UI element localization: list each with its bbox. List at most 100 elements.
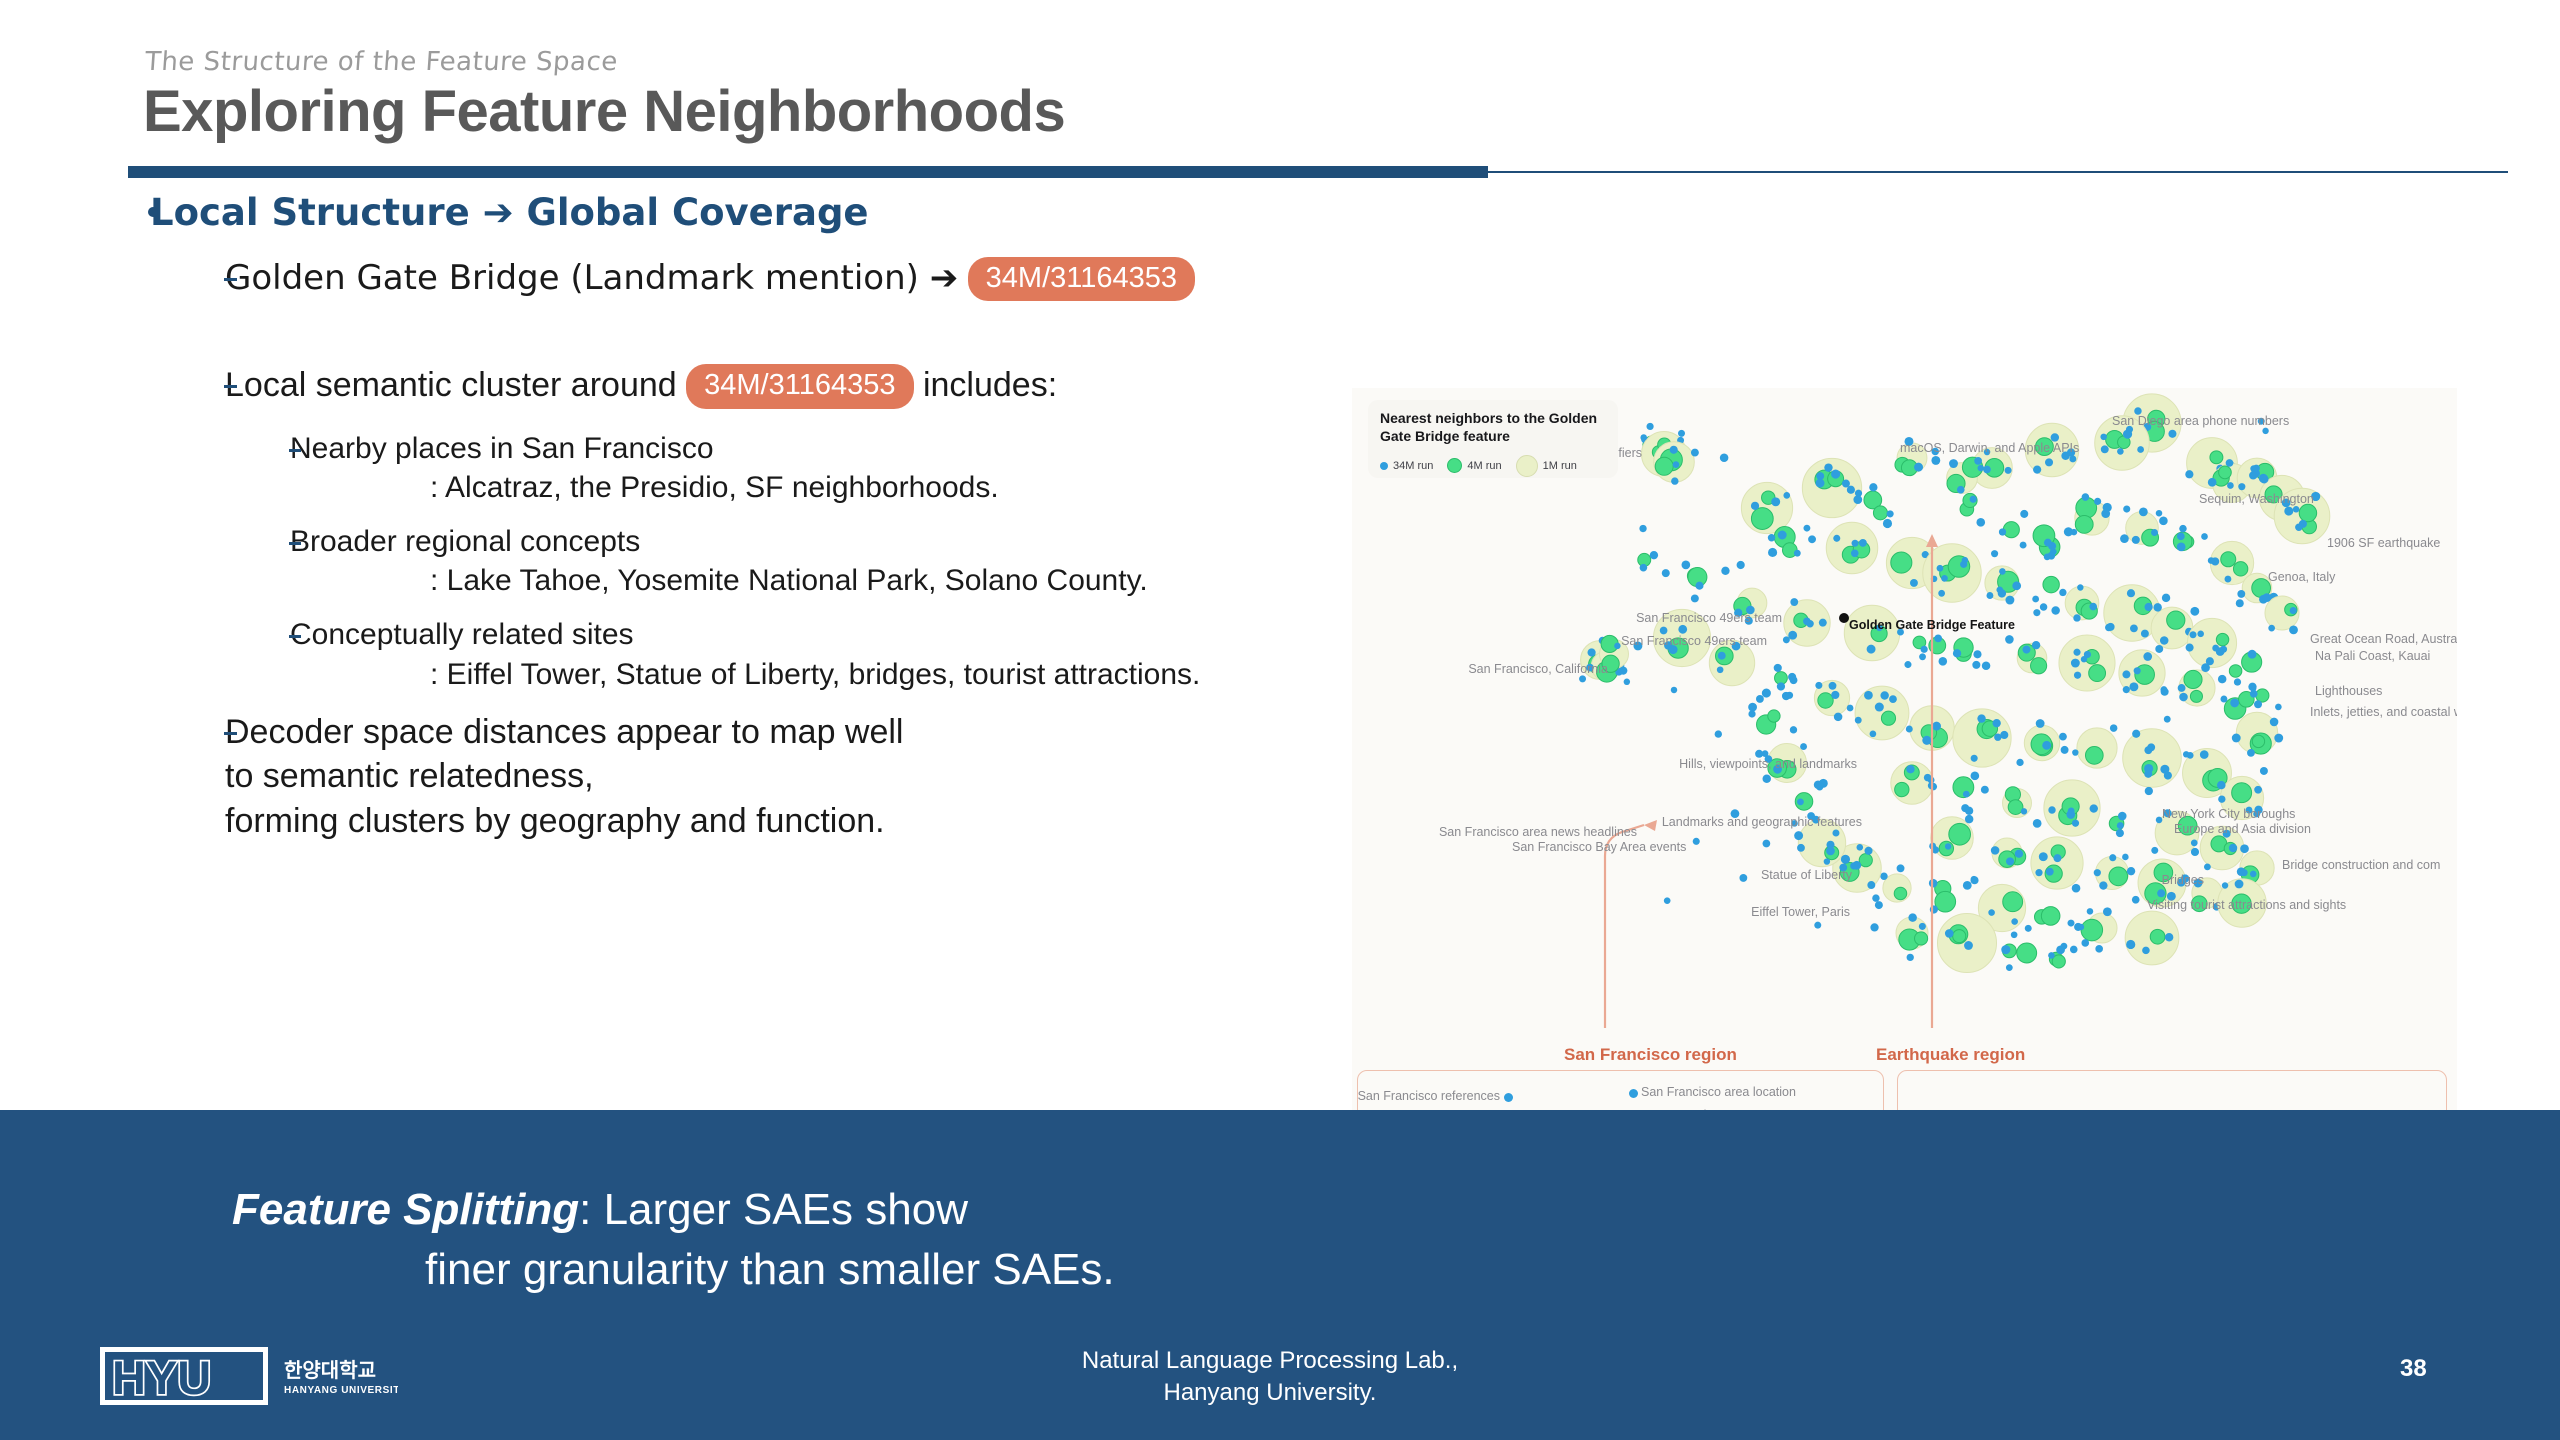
point-34m-run (2157, 889, 2166, 898)
point-4m-run (2144, 882, 2167, 905)
point-34m-run (2230, 698, 2240, 708)
scatter-label: macOS, Darwin, and Apple APIs (1900, 441, 2080, 455)
scatter-label: San Francisco Bay Area events (1512, 840, 1687, 854)
point-34m-run (1880, 872, 1888, 880)
point-34m-run (2177, 684, 2186, 692)
point-34m-run (2001, 945, 2011, 955)
point-4m-run (2215, 632, 2230, 647)
point-34m-run (2166, 891, 2176, 901)
scatter-label: Hills, viewpoints, and landmarks (1679, 757, 1857, 771)
point-34m-run (2237, 589, 2246, 598)
point-34m-run (1756, 695, 1764, 703)
point-34m-run (1739, 874, 1748, 882)
point-34m-run (2234, 879, 2244, 889)
chart-legend: Nearest neighbors to the Golden Gate Bri… (1368, 400, 1618, 478)
point-34m-run (1677, 429, 1686, 437)
scatter-label: Bridges (2161, 873, 2204, 887)
point-34m-run (2160, 764, 2170, 774)
legend-label-4m: 4M run (1467, 459, 1502, 472)
point-34m-run (1889, 695, 1897, 704)
point-34m-run (1579, 675, 1587, 683)
point-34m-run (2074, 922, 2083, 931)
point-34m-run (2185, 470, 2194, 479)
point-4m-run (1750, 507, 1774, 530)
point-34m-run (1832, 829, 1840, 837)
point-34m-run (2289, 607, 2297, 615)
point-34m-run (1864, 690, 1873, 700)
point-34m-run (1807, 812, 1816, 820)
point-34m-run (2066, 448, 2076, 457)
point-34m-run (1974, 457, 1983, 465)
point-34m-run (2016, 758, 2024, 767)
point-4m-run (2040, 906, 2061, 926)
feature-badge-2: 34M/31164353 (686, 364, 914, 409)
point-4m-run (2190, 895, 2208, 913)
point-34m-run (2179, 692, 2188, 702)
point-34m-run (1815, 681, 1823, 689)
point-34m-run (2274, 733, 2284, 743)
point-34m-run (1748, 710, 1756, 718)
point-34m-run (1789, 726, 1798, 734)
point-34m-run (2221, 882, 2229, 889)
point-34m-run (2024, 924, 2032, 932)
point-34m-run (2122, 686, 2130, 694)
point-34m-run (2292, 505, 2300, 513)
point-34m-run (2019, 541, 2027, 549)
point-34m-run (2205, 657, 2214, 666)
point-4m-run (2238, 691, 2255, 708)
point-34m-run (1869, 730, 1877, 738)
point-34m-run (1761, 750, 1769, 757)
point-34m-run (2180, 874, 2190, 883)
point-34m-run (1944, 929, 1954, 938)
point-34m-run (1640, 434, 1647, 441)
point-34m-run (2160, 686, 2168, 694)
point-34m-run (2069, 455, 2077, 463)
point-34m-run (2126, 589, 2136, 598)
caption-earthquake-region: Earthquake region (1876, 1045, 2026, 1064)
point-34m-run (1914, 462, 1924, 472)
point-34m-run (2093, 869, 2101, 877)
dash-icon (289, 541, 301, 545)
point-34m-run (2240, 844, 2249, 854)
point-34m-run (2203, 863, 2211, 871)
bullet-cluster: Local semantic cluster around 34M/311643… (0, 363, 1400, 409)
point-34m-run (1960, 560, 1968, 568)
point-34m-run (1994, 733, 2002, 741)
point-34m-run (2207, 477, 2217, 487)
point-34m-run (1936, 564, 1944, 572)
point-34m-run (1932, 721, 1942, 731)
point-34m-run (1921, 551, 1929, 559)
point-34m-run (1831, 469, 1841, 479)
point-34m-run (1906, 953, 1914, 962)
point-34m-run (2126, 867, 2136, 876)
scatter-label: San Francisco, California (1468, 662, 1608, 676)
point-34m-run (1846, 485, 1855, 494)
point-4m-run (2051, 954, 2066, 969)
point-34m-run (2224, 575, 2232, 583)
panel-point-label: San Francisco references (1357, 1089, 1500, 1103)
point-34m-run (1730, 809, 1740, 819)
point-34m-run (2070, 658, 2080, 668)
point-34m-run (1587, 648, 1596, 657)
point-34m-run (2059, 732, 2067, 741)
point-34m-run (2249, 471, 2258, 480)
bullet-decoder: Decoder space distances appear to map we… (0, 710, 1400, 843)
point-34m-run (2217, 780, 2226, 790)
point-34m-run (2254, 785, 2262, 794)
summary-line-2: finer granularity than smaller SAEs. (425, 1245, 1115, 1294)
point-34m-run (1646, 422, 1654, 431)
point-4m-run (2298, 503, 2318, 523)
point-34m-run (2067, 919, 2075, 927)
point-34m-run (2072, 749, 2079, 756)
point-34m-run (2033, 609, 2041, 617)
point-34m-run (2233, 678, 2242, 686)
point-34m-run (1841, 479, 1850, 488)
scatter-label: Visiting tourist attractions and sights (2147, 898, 2347, 912)
point-34m-run (2095, 945, 2103, 953)
point-34m-run (2134, 407, 2142, 415)
point-4m-run (1601, 654, 1620, 673)
point-34m-run (2032, 819, 2042, 828)
sub-bullet-regional-label: Broader regional concepts (290, 524, 641, 558)
point-34m-run (2215, 647, 2225, 656)
point-34m-run (1854, 489, 1863, 497)
